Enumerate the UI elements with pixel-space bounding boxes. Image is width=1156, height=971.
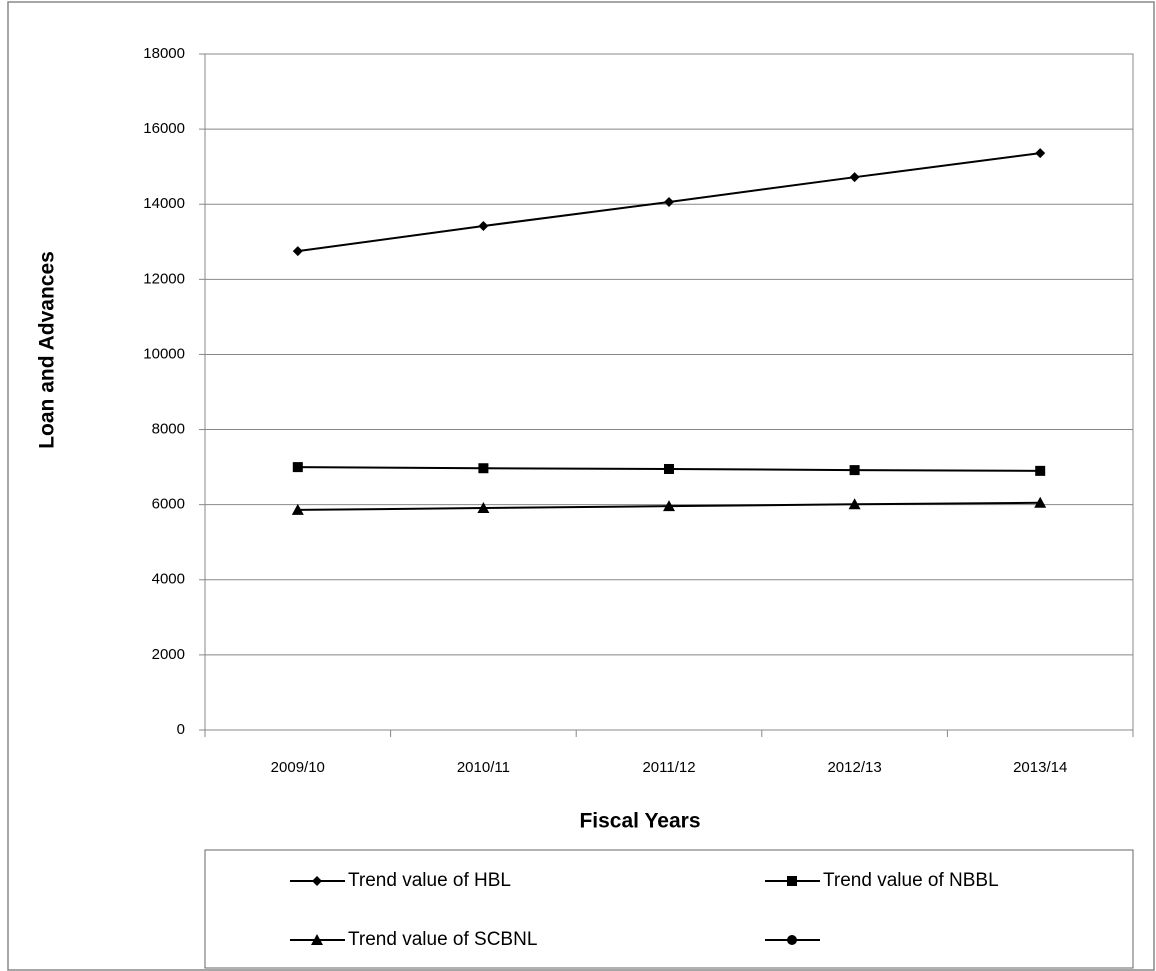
data-point: [848, 498, 861, 510]
data-point: [663, 500, 675, 512]
x-tick-label: 2013/14: [1013, 759, 1067, 776]
legend-empty-entry: [765, 935, 820, 945]
y-tick-label: 12000: [143, 270, 185, 287]
data-point: [849, 172, 860, 183]
x-axis-title: Fiscal Years: [579, 810, 700, 833]
x-tick-label: 2012/13: [827, 759, 881, 776]
y-tick-label: 18000: [143, 45, 185, 62]
y-tick-label: 16000: [143, 120, 185, 137]
data-point: [1035, 148, 1046, 159]
y-tick-label: 0: [177, 721, 185, 738]
legend-marker: [311, 934, 323, 945]
legend: [204, 849, 1134, 969]
data-point: [1035, 465, 1046, 476]
legend-marker: [312, 876, 322, 886]
y-tick-label: 6000: [152, 496, 185, 513]
data-point: [292, 462, 303, 473]
x-tick-label: 2011/12: [642, 759, 695, 776]
data-point: [849, 465, 860, 476]
data-point: [291, 503, 304, 515]
data-point: [1034, 496, 1047, 508]
y-axis-title: Loan and Advances: [36, 251, 59, 449]
legend-label: Trend value of HBL: [348, 870, 511, 891]
legend-label: Trend value of SCBNL: [348, 929, 537, 950]
y-tick-label: 8000: [152, 421, 185, 438]
y-tick-label: 10000: [143, 345, 185, 362]
data-point: [292, 246, 303, 257]
data-point: [477, 502, 490, 514]
data-point: [478, 221, 489, 232]
legend-label: Trend value of NBBL: [823, 870, 999, 891]
y-tick-label: 2000: [152, 646, 185, 663]
x-tick-label: 2009/10: [271, 759, 325, 776]
data-point: [664, 196, 674, 207]
data-point: [478, 463, 489, 474]
y-tick-label: 4000: [152, 571, 185, 588]
legend-marker: [787, 876, 797, 886]
y-tick-label: 14000: [143, 195, 185, 212]
data-point: [664, 463, 674, 474]
x-tick-label: 2010/11: [457, 759, 510, 776]
